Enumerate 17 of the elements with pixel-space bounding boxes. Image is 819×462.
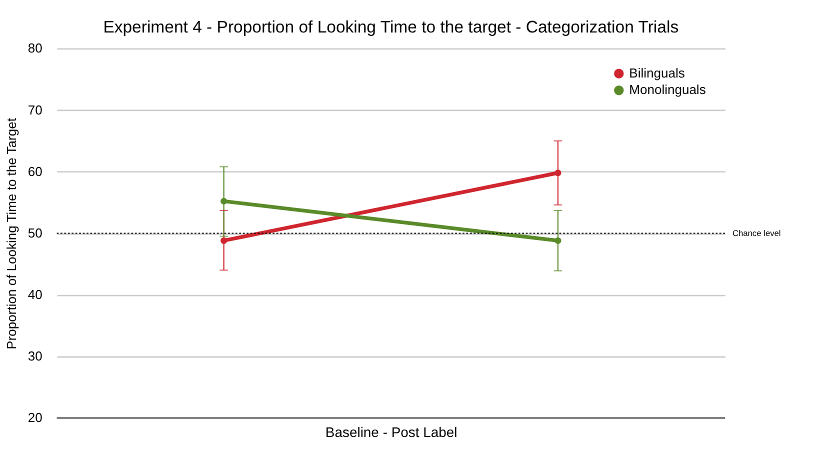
x-axis-title: Baseline - Post Label xyxy=(325,424,458,440)
y-tick-label: 50 xyxy=(28,225,42,240)
point xyxy=(220,237,228,244)
chart-title: Experiment 4 - Proportion of Looking Time to the target - Categorization Trials xyxy=(103,18,679,37)
legend-label: Monolinguals xyxy=(629,82,706,98)
y-tick-label: 30 xyxy=(28,348,42,364)
y-tick-label: 60 xyxy=(28,164,42,179)
point xyxy=(554,237,562,244)
legend-label: Bilinguals xyxy=(629,65,686,80)
y-tick-label: 70 xyxy=(28,102,42,118)
point xyxy=(220,198,228,204)
y-tick-label: 80 xyxy=(28,40,42,56)
point xyxy=(554,170,562,176)
y-axis-title: Proportion of Looking Time to the Target xyxy=(4,118,19,350)
y-tick-label: 40 xyxy=(28,286,42,302)
ref-line-label: Chance level xyxy=(732,228,781,238)
y-tick-label: 20 xyxy=(28,410,42,426)
